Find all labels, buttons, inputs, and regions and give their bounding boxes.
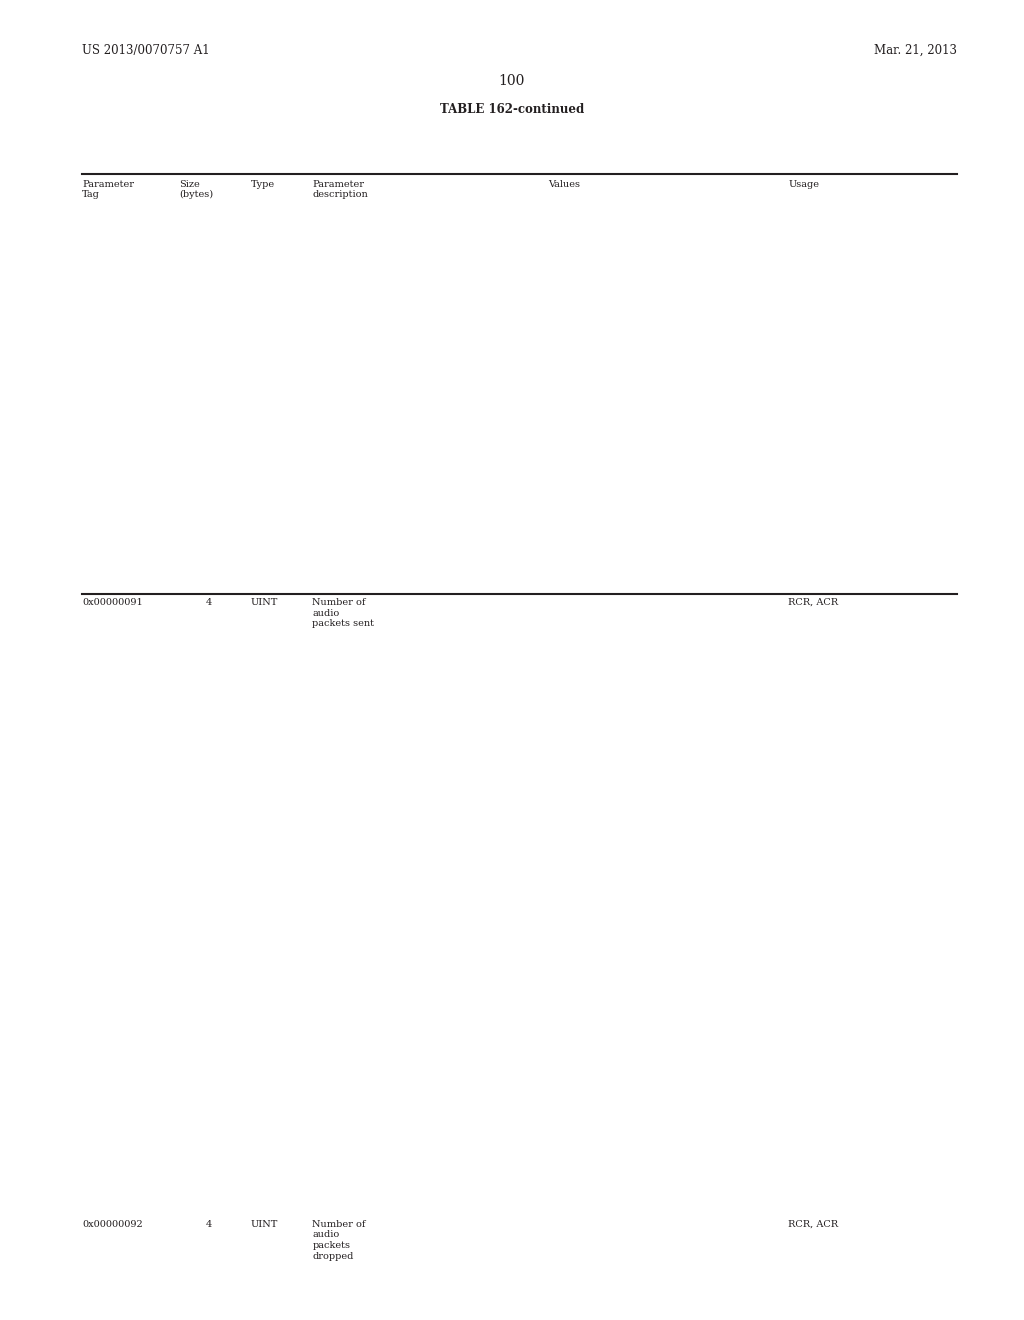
- Text: Parameter
description: Parameter description: [312, 180, 368, 199]
- Text: 4: 4: [206, 1220, 212, 1229]
- Text: Parameter
Tag: Parameter Tag: [82, 180, 134, 199]
- Text: Size
(bytes): Size (bytes): [179, 180, 213, 199]
- Text: UINT: UINT: [251, 1220, 279, 1229]
- Text: RCR, ACR: RCR, ACR: [788, 598, 839, 607]
- Text: 4: 4: [206, 598, 212, 607]
- Text: RCR, ACR: RCR, ACR: [788, 1220, 839, 1229]
- Text: TABLE 162-continued: TABLE 162-continued: [440, 103, 584, 116]
- Text: UINT: UINT: [251, 598, 279, 607]
- Text: Values: Values: [548, 180, 580, 189]
- Text: US 2013/0070757 A1: US 2013/0070757 A1: [82, 44, 210, 57]
- Text: Number of
audio
packets
dropped: Number of audio packets dropped: [312, 1220, 366, 1261]
- Text: Type: Type: [251, 180, 275, 189]
- Text: 100: 100: [499, 74, 525, 88]
- Text: Usage: Usage: [788, 180, 819, 189]
- Text: Number of
audio
packets sent: Number of audio packets sent: [312, 598, 375, 628]
- Text: Mar. 21, 2013: Mar. 21, 2013: [874, 44, 957, 57]
- Text: 0x00000092: 0x00000092: [82, 1220, 142, 1229]
- Text: 0x00000091: 0x00000091: [82, 598, 142, 607]
